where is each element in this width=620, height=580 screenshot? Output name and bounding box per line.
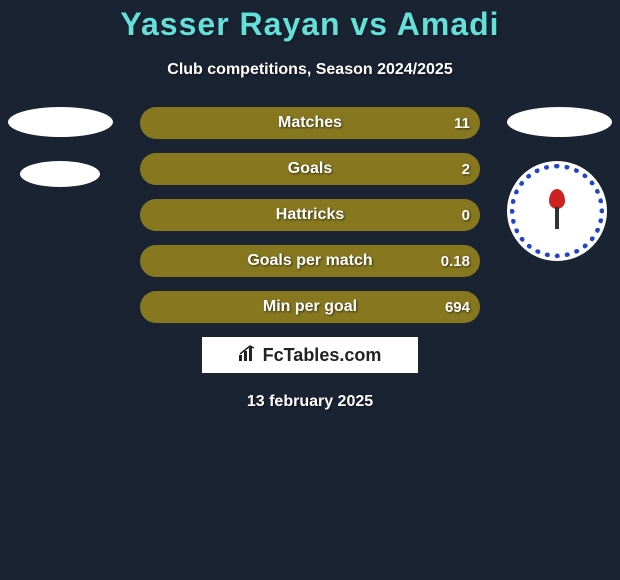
stat-bar: Goals 2 bbox=[140, 153, 480, 185]
stat-label: Matches bbox=[278, 114, 342, 132]
ellipse-icon bbox=[20, 161, 100, 187]
chart-icon bbox=[239, 345, 259, 366]
stat-label: Goals per match bbox=[247, 252, 372, 270]
stat-value-right: 0.18 bbox=[441, 253, 470, 270]
stat-label: Hattricks bbox=[276, 206, 344, 224]
stat-value-right: 2 bbox=[462, 161, 470, 178]
page-subtitle: Club competitions, Season 2024/2025 bbox=[0, 61, 620, 79]
stat-bar: Matches 11 bbox=[140, 107, 480, 139]
player-right-badge bbox=[507, 107, 612, 261]
stat-bar: Hattricks 0 bbox=[140, 199, 480, 231]
stat-bar: Min per goal 694 bbox=[140, 291, 480, 323]
stat-value-right: 0 bbox=[462, 207, 470, 224]
stat-label: Min per goal bbox=[263, 298, 357, 316]
attribution-text: FcTables.com bbox=[263, 345, 382, 366]
page-title: Yasser Rayan vs Amadi bbox=[0, 0, 620, 43]
player-left-badge bbox=[8, 107, 113, 211]
stat-value-right: 11 bbox=[454, 115, 470, 132]
stats-area: Matches 11 Goals 2 Hattricks 0 Goals per match… bbox=[0, 107, 620, 323]
date-label: 13 february 2025 bbox=[0, 393, 620, 411]
attribution-badge: FcTables.com bbox=[202, 337, 418, 373]
stat-bar: Goals per match 0.18 bbox=[140, 245, 480, 277]
torch-icon bbox=[545, 191, 569, 231]
stat-label: Goals bbox=[288, 160, 332, 178]
stat-value-right: 694 bbox=[445, 299, 470, 316]
stat-bars: Matches 11 Goals 2 Hattricks 0 Goals per match… bbox=[140, 107, 480, 323]
ellipse-icon bbox=[8, 107, 113, 137]
ellipse-icon bbox=[507, 107, 612, 137]
club-logo bbox=[507, 161, 607, 261]
